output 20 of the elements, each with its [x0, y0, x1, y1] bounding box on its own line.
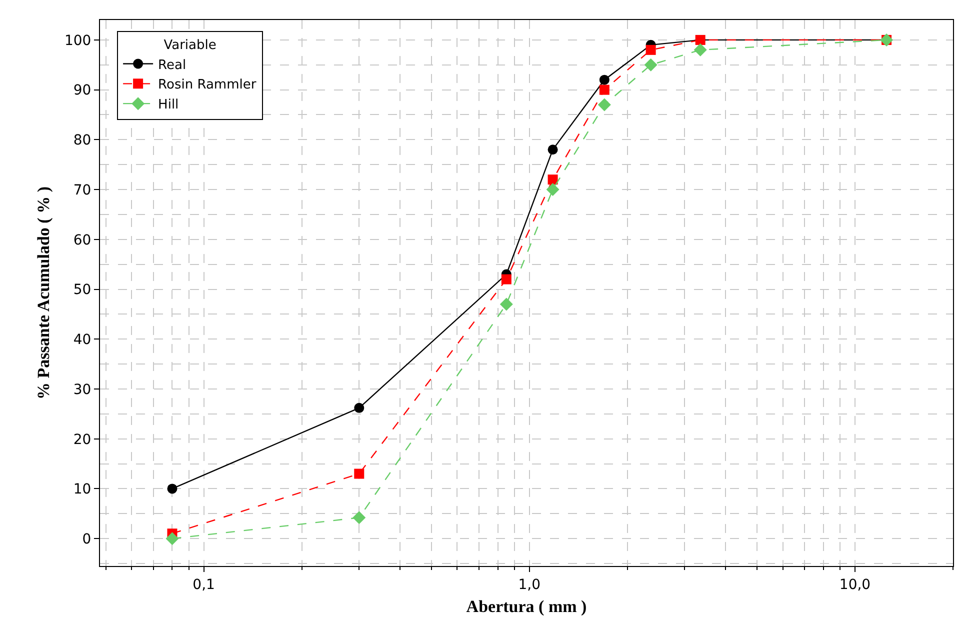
x-tick-label: 10,0 [839, 576, 871, 593]
legend-label: Rosin Rammler [158, 78, 257, 93]
y-tick-label: 40 [73, 332, 92, 348]
y-tick-label: 10 [73, 482, 92, 498]
y-tick-label: 70 [73, 182, 92, 198]
y-tick-label: 30 [73, 382, 92, 398]
legend-label: Real [158, 58, 186, 73]
y-tick-label: 80 [73, 132, 92, 149]
x-axis-title: Abertura ( mm ) [466, 597, 587, 616]
legend-title: Variable [164, 38, 216, 53]
y-tick-label: 50 [73, 282, 92, 298]
y-tick-label: 20 [73, 432, 92, 448]
y-tick-label: 90 [73, 82, 92, 99]
x-tick-label: 1,0 [518, 576, 541, 593]
x-tick-label: 0,1 [192, 576, 215, 593]
y-tick-label: 100 [64, 32, 92, 49]
y-tick-label: 0 [82, 531, 92, 548]
legend-label: Hill [158, 98, 179, 113]
y-tick-label: 60 [73, 232, 92, 248]
y-axis-title: % Passante Acumulado ( % ) [34, 186, 54, 400]
